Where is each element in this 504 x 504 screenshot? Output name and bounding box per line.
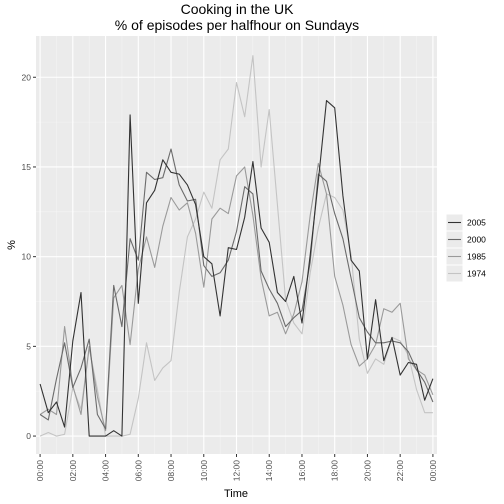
x-tick-label: 12:00 xyxy=(232,460,242,482)
x-tick-label: 18:00 xyxy=(330,460,340,482)
chart-title: Cooking in the UK xyxy=(181,1,295,17)
x-tick-label: 14:00 xyxy=(264,460,274,482)
series-line-2000 xyxy=(39,148,434,430)
y-tick-label: 0 xyxy=(26,431,31,441)
chart-subtitle: % of episodes per halfhour on Sundays xyxy=(115,17,359,33)
legend: 2005 2000 1985 1974 xyxy=(445,213,500,283)
y-tick-label: 10 xyxy=(22,252,32,262)
legend-label-1985: 1985 xyxy=(467,252,486,262)
x-tick-label: 10:00 xyxy=(199,460,209,482)
y-tick-label: 20 xyxy=(22,72,32,82)
y-tick-label: 5 xyxy=(26,341,31,351)
x-tick-label: 08:00 xyxy=(166,460,176,482)
legend-label-2000: 2000 xyxy=(467,235,486,245)
series-lines xyxy=(39,55,434,437)
x-tick-label: 22:00 xyxy=(395,460,405,482)
legend-label-1974: 1974 xyxy=(467,269,486,279)
x-axis: 00:00 02:00 04:00 06:00 08:00 10:00 12:00 14:00… xyxy=(35,454,438,481)
x-axis-title: Time xyxy=(224,488,248,500)
x-tick-label: 00:00 xyxy=(428,460,438,482)
grid-lines xyxy=(36,36,437,454)
y-axis: 0 5 10 15 20 xyxy=(22,72,36,441)
x-tick-label: 00:00 xyxy=(35,460,45,482)
series-line-2005 xyxy=(39,100,434,437)
x-tick-label: 20:00 xyxy=(362,460,372,482)
x-tick-label: 04:00 xyxy=(101,460,111,482)
x-tick-label: 02:00 xyxy=(68,460,78,482)
x-tick-label: 06:00 xyxy=(133,460,143,482)
y-axis-title: % xyxy=(6,240,18,250)
y-tick-label: 15 xyxy=(22,162,32,172)
legend-label-2005: 2005 xyxy=(467,218,486,228)
x-tick-label: 16:00 xyxy=(297,460,307,482)
